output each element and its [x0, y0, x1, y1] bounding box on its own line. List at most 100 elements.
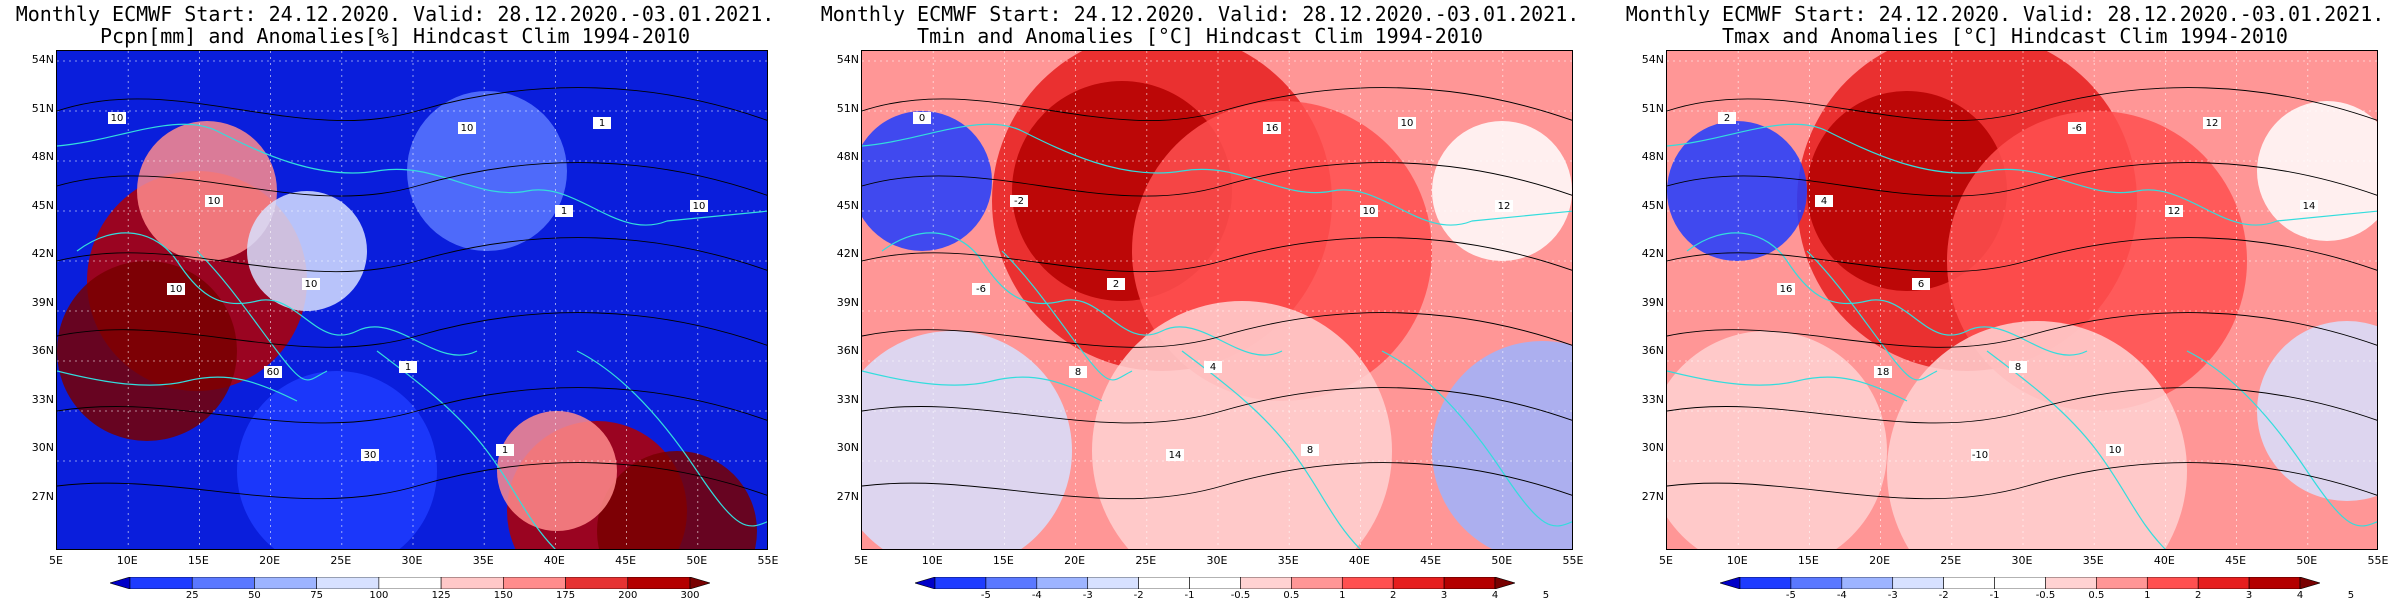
latitude-label: 42N — [31, 247, 54, 260]
latitude-label: 42N — [836, 247, 859, 260]
latitude-label: 39N — [31, 295, 54, 309]
contour-label: 16 — [1780, 284, 1793, 295]
coastline — [196, 250, 328, 381]
longitude-label: 50E — [2296, 554, 2318, 567]
colorbar-label: -1 — [1184, 590, 1195, 601]
contour-label-bg — [264, 366, 282, 378]
contour-label-bg — [555, 205, 573, 217]
colorbar-label: -2 — [1133, 590, 1144, 601]
contour-label-bg — [1718, 112, 1736, 124]
contour-label: 10 — [305, 279, 318, 290]
field-blob — [1432, 341, 1572, 549]
colorbar-label: -2 — [1938, 590, 1949, 601]
coastline — [2186, 350, 2377, 527]
panel-tmin: Monthly ECMWF Start: 24.12.2020. Valid: … — [815, 0, 1585, 601]
colorbar-label: -4 — [1031, 590, 1042, 601]
longitude-label: 15E — [187, 554, 209, 567]
colorbar-svg — [915, 577, 1515, 589]
colorbar-swatch — [2248, 577, 2301, 589]
panel-title-line1: Monthly ECMWF Start: 24.12.2020. Valid: … — [820, 2, 1580, 26]
colorbar-swatch — [1087, 577, 1139, 589]
contour-label-bg — [205, 195, 223, 207]
contour-label: 1 — [599, 118, 605, 129]
colorbar-label: 4 — [1491, 590, 1499, 601]
longitude-label: 25E — [330, 554, 352, 567]
latitude-label: 54N — [31, 53, 54, 66]
contour-line — [57, 312, 767, 348]
coastline — [57, 370, 298, 402]
colorbar-label: 0.5 — [2088, 590, 2105, 601]
contour-label-bg — [2106, 444, 2124, 456]
contour-label: 10 — [693, 201, 706, 212]
colorbar-swatch — [110, 577, 131, 589]
contour-label: 1 — [405, 362, 411, 373]
colorbar — [1720, 577, 2320, 589]
field-blob — [862, 331, 1072, 549]
latitude-label: 45N — [31, 198, 54, 212]
colorbar-swatch — [985, 577, 1038, 589]
contour-label: 10 — [1363, 206, 1376, 217]
colorbar-swatch — [1720, 577, 1741, 589]
colorbar-swatch — [2045, 577, 2097, 589]
field-blob — [1667, 331, 1887, 549]
contour-line — [862, 162, 1572, 197]
contour-line — [57, 162, 767, 197]
map-area: 10 10 10 1 1 1 10 10 60 30 10 1 — [56, 50, 768, 550]
colorbar-label: 50 — [248, 590, 261, 601]
contour-label-bg — [1204, 361, 1222, 373]
contour-line — [1667, 462, 2377, 500]
coastline — [576, 350, 767, 527]
contour-label-bg — [108, 112, 126, 124]
colorbar-swatch — [1240, 577, 1292, 589]
colorbar-swatch — [1392, 577, 1445, 589]
contour-label: 1 — [502, 445, 508, 456]
contour-line — [1667, 162, 2377, 197]
field-blob — [407, 91, 567, 251]
colorbar — [110, 577, 710, 589]
coastline — [1667, 370, 1908, 402]
contour-label: 10 — [208, 196, 221, 207]
contour-label: 18 — [1877, 367, 1890, 378]
field-blob — [597, 451, 757, 549]
colorbar-swatch — [1739, 577, 1792, 589]
longitude-label: 35E — [2082, 554, 2104, 567]
contour-label-bg — [2203, 117, 2221, 129]
contour-label: -2 — [1014, 196, 1024, 207]
contour-label: 10 — [111, 113, 124, 124]
map-area: 2 4 6 8 10 12 14 16 18 -10 -6 12 — [1666, 50, 2378, 550]
colorbar-swatch — [1138, 577, 1190, 589]
coastline — [1181, 350, 1361, 549]
panel-tmax: Monthly ECMWF Start: 24.12.2020. Valid: … — [1620, 0, 2390, 601]
coastline — [1986, 350, 2166, 549]
contour-label: -6 — [2072, 123, 2082, 134]
longitude-label: 40E — [1348, 554, 1370, 567]
latitude-label: 39N — [1641, 295, 1664, 309]
contour-label: 4 — [1821, 196, 1827, 207]
colorbar-label: 175 — [556, 590, 576, 601]
colorbar-swatch — [1189, 577, 1241, 589]
colorbar-swatch — [1494, 577, 1515, 589]
contour-label-bg — [1107, 278, 1125, 290]
contour-label: 6 — [1918, 279, 1924, 290]
map-svg: 0 -2 2 4 8 10 12 -6 8 14 16 10 — [862, 51, 1572, 549]
colorbar-swatch — [440, 577, 504, 589]
colorbar-svg — [110, 577, 710, 589]
contour-line — [57, 387, 767, 424]
contour-label-bg — [913, 112, 931, 124]
panel-title-line1: Monthly ECMWF Start: 24.12.2020. Valid: … — [1625, 2, 2385, 26]
longitude-label: 30E — [2011, 554, 2033, 567]
contour-label-bg — [2009, 361, 2027, 373]
colorbar-swatch — [1790, 577, 1843, 589]
colorbar-label: 1 — [1339, 590, 1346, 601]
colorbar-swatch — [2096, 577, 2148, 589]
latitude-label: 45N — [836, 198, 859, 212]
colorbar-swatch — [1841, 577, 1894, 589]
colorbar-label: -0.5 — [2035, 590, 2056, 601]
contour-line — [1667, 387, 2377, 424]
latitude-label: 30N — [1641, 441, 1664, 454]
latitude-label: 30N — [836, 441, 859, 454]
longitude-label: 10E — [1726, 554, 1748, 567]
colorbar-swatch — [1943, 577, 1995, 589]
colorbar-swatch — [1291, 577, 1343, 589]
field-blob — [137, 121, 277, 261]
